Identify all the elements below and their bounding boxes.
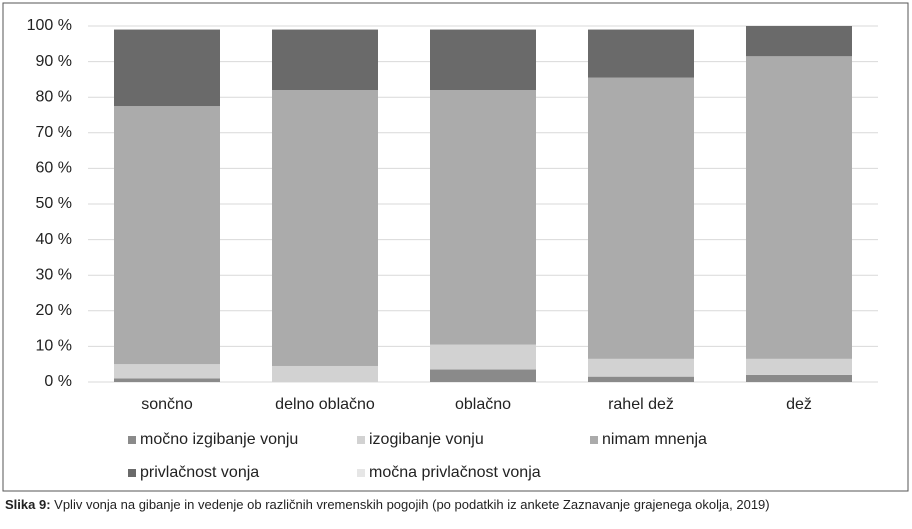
legend-label: nimam mnenja — [602, 431, 707, 448]
bar-segment — [746, 358, 852, 375]
legend-label: privlačnost vonja — [140, 464, 259, 481]
bar-segment — [746, 26, 852, 57]
bar-segment — [114, 106, 220, 365]
y-tick-label: 40 % — [36, 231, 72, 248]
bar-segment — [430, 29, 536, 91]
bar-segment — [430, 369, 536, 382]
caption: Slika 9: Vpliv vonja na gibanje in veden… — [5, 497, 770, 512]
bar-segment — [588, 77, 694, 359]
y-tick-label: 90 % — [36, 53, 72, 70]
y-tick-label: 80 % — [36, 88, 72, 105]
x-tick-label: sončno — [141, 396, 193, 413]
y-tick-label: 50 % — [36, 195, 72, 212]
legend-label: izogibanje vonju — [369, 431, 484, 448]
bar-segment — [114, 378, 220, 382]
bar-segment — [588, 29, 694, 78]
legend-label: močno izgibanje vonju — [140, 431, 298, 448]
bar-segment — [588, 376, 694, 382]
bar-segment — [746, 56, 852, 359]
legend-swatch — [128, 469, 136, 477]
caption-label: Slika 9: — [5, 497, 51, 512]
bar-segment — [746, 374, 852, 382]
legend-swatch — [590, 436, 598, 444]
y-tick-label: 0 % — [44, 373, 72, 390]
y-tick-label: 30 % — [36, 266, 72, 283]
caption-text: Vpliv vonja na gibanje in vedenje ob raz… — [54, 497, 770, 512]
y-tick-label: 10 % — [36, 338, 72, 355]
bar-segment — [430, 344, 536, 370]
bar-segment — [272, 365, 378, 382]
x-tick-label: rahel dež — [608, 396, 674, 413]
y-tick-label: 100 % — [27, 17, 72, 34]
y-tick-label: 70 % — [36, 124, 72, 141]
bar-segment — [114, 29, 220, 107]
legend-label: močna privlačnost vonja — [369, 464, 541, 481]
legend-swatch — [357, 436, 365, 444]
bar-segment — [272, 90, 378, 366]
x-tick-label: delno oblačno — [275, 396, 375, 413]
x-tick-label: dež — [786, 396, 812, 413]
chart-border — [2, 2, 909, 492]
chart: 0 % 10 % 20 % 30 % 40 % 50 % 60 % 70 % 80 % 90 % 1… — [2, 2, 909, 492]
legend-swatch — [128, 436, 136, 444]
y-tick-label: 20 % — [36, 302, 72, 319]
bar-segment — [430, 90, 536, 345]
bar-segment — [272, 29, 378, 91]
x-tick-label: oblačno — [455, 396, 511, 413]
legend-swatch — [357, 469, 365, 477]
y-tick-label: 60 % — [36, 160, 72, 177]
bar-segment — [588, 358, 694, 377]
bar-segment — [114, 364, 220, 379]
